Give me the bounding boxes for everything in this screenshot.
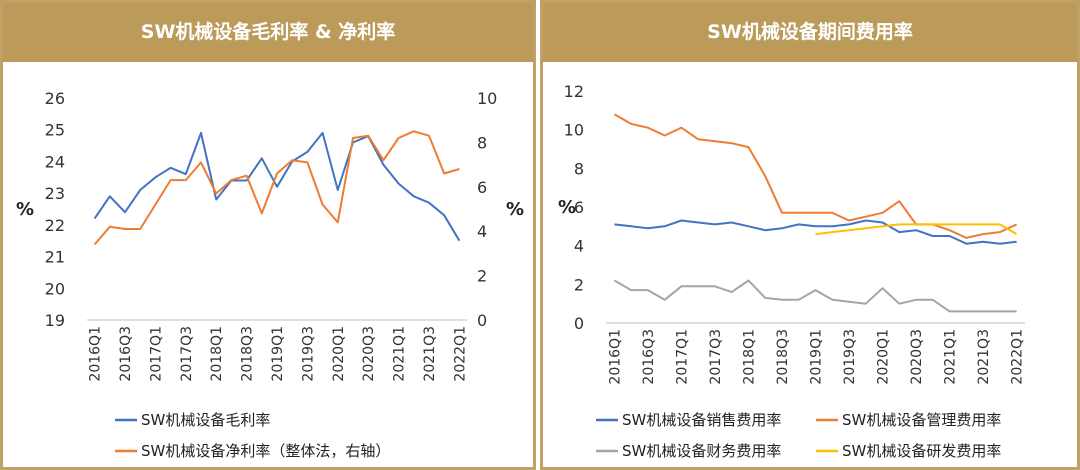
x-tick-label: 2021Q1 bbox=[392, 326, 408, 382]
x-tick-label: 2016Q1 bbox=[88, 326, 104, 382]
y-right-tick-label: 2 bbox=[477, 267, 487, 286]
y-tick-label: 26 bbox=[45, 89, 65, 108]
y-tick-label: 20 bbox=[45, 279, 65, 298]
legend-label: SW机械设备净利率（整体法，右轴） bbox=[141, 442, 390, 460]
x-tick-label: 2017Q3 bbox=[708, 329, 724, 385]
legend-label: SW机械设备财务费用率 bbox=[622, 442, 781, 460]
chart-panel-margins: SW机械设备毛利率 & 净利率 19 20 21 22 23 24 25 26 0 2 4 6 8 10%… bbox=[0, 0, 536, 470]
expense-ratio-chart: 0 2 4 6 8 10 12% 2016Q1 2016Q3 2017Q1 2017Q3 2018Q1… bbox=[558, 82, 1026, 460]
x-tick-label: 2016Q3 bbox=[118, 326, 134, 382]
y-tick-label: 10 bbox=[564, 121, 584, 140]
y-tick-label: 21 bbox=[45, 248, 65, 267]
x-tick-label: 2020Q3 bbox=[909, 329, 925, 385]
legend-label: SW机械设备研发费用率 bbox=[842, 442, 1001, 460]
x-tick-label: 2017Q3 bbox=[179, 326, 195, 382]
x-tick-label: 2018Q3 bbox=[240, 326, 256, 382]
series-line-1 bbox=[93, 131, 461, 242]
y-tick-label: 19 bbox=[45, 311, 65, 330]
y-right-axis-label: % bbox=[506, 199, 524, 220]
x-tick-label: 2016Q3 bbox=[641, 329, 657, 385]
x-tick-label: 2022Q1 bbox=[452, 326, 468, 382]
y-tick-label: 22 bbox=[45, 216, 65, 235]
y-tick-label: 4 bbox=[574, 237, 584, 256]
x-tick-label: 2019Q1 bbox=[809, 329, 825, 385]
y-right-tick-label: 0 bbox=[477, 311, 487, 330]
y-axis-label: % bbox=[558, 197, 576, 218]
x-tick-label: 2018Q1 bbox=[209, 326, 225, 382]
x-tick-label: 2019Q1 bbox=[270, 326, 286, 382]
series-line-2 bbox=[613, 113, 1018, 239]
x-tick-label: 2018Q3 bbox=[775, 329, 791, 385]
y-right-tick-label: 6 bbox=[477, 178, 487, 197]
y-tick-label: 0 bbox=[574, 314, 584, 333]
y-tick-label: 2 bbox=[574, 275, 584, 294]
chart-title-margins: SW机械设备毛利率 & 净利率 bbox=[3, 3, 533, 62]
y-right-tick-label: 10 bbox=[477, 89, 497, 108]
x-tick-label: 2019Q3 bbox=[300, 326, 316, 382]
x-tick-label: 2018Q1 bbox=[741, 329, 757, 385]
x-tick-label: 2020Q1 bbox=[331, 326, 347, 382]
y-tick-label: 24 bbox=[45, 152, 65, 171]
x-tick-label: 2022Q1 bbox=[1010, 329, 1026, 385]
series-line-4 bbox=[815, 223, 1018, 236]
y-tick-label: 12 bbox=[564, 82, 584, 101]
chart-title-expense-ratios: SW机械设备期间费用率 bbox=[543, 3, 1077, 62]
series-line-2 bbox=[93, 130, 460, 246]
legend-label: SW机械设备管理费用率 bbox=[842, 411, 1001, 429]
legend-label: SW机械设备毛利率 bbox=[141, 411, 270, 429]
chart-panel-expense-ratios: SW机械设备期间费用率 0 2 4 6 8 10 12% 2016Q1 2016Q3 2017Q1… bbox=[540, 0, 1080, 470]
x-tick-label: 2020Q1 bbox=[876, 329, 892, 385]
y-tick-label: 25 bbox=[45, 121, 65, 140]
legend-label: SW机械设备销售费用率 bbox=[622, 411, 781, 429]
y-axis-label: % bbox=[16, 199, 34, 220]
x-tick-label: 2016Q1 bbox=[607, 329, 623, 385]
y-tick-label: 6 bbox=[574, 198, 584, 217]
series-line-1 bbox=[614, 219, 1017, 245]
x-tick-label: 2017Q1 bbox=[148, 326, 164, 382]
x-tick-label: 2021Q1 bbox=[943, 329, 959, 385]
x-tick-label: 2020Q3 bbox=[361, 326, 377, 382]
y-tick-label: 23 bbox=[45, 184, 65, 203]
x-tick-label: 2019Q3 bbox=[842, 329, 858, 385]
y-right-tick-label: 8 bbox=[477, 133, 487, 152]
x-tick-label: 2021Q3 bbox=[976, 329, 992, 385]
x-tick-label: 2017Q1 bbox=[674, 329, 690, 385]
y-tick-label: 8 bbox=[574, 159, 584, 178]
x-tick-label: 2021Q3 bbox=[422, 326, 438, 382]
y-right-tick-label: 4 bbox=[477, 222, 487, 241]
series-line-3 bbox=[613, 279, 1017, 313]
